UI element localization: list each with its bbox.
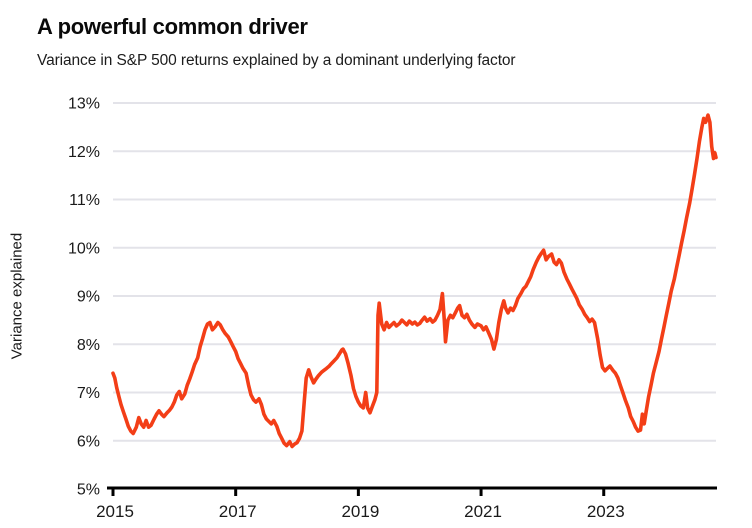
- y-tick-label: 13%: [68, 96, 100, 113]
- data-line: [111, 113, 718, 449]
- y-tick-label: 9%: [77, 289, 100, 306]
- y-tick-label: 8%: [77, 337, 100, 354]
- y-tick-label: 5%: [77, 482, 100, 499]
- chart-subtitle: Variance in S&P 500 returns explained by…: [37, 52, 516, 69]
- y-tick-label: 11%: [69, 192, 100, 209]
- y-tick-label: 12%: [68, 144, 100, 161]
- x-tick-label: 2015: [96, 502, 134, 521]
- x-tick-label: 2017: [219, 502, 257, 521]
- y-axis-title: Variance explained: [8, 232, 26, 360]
- x-tick-label: 2023: [587, 502, 625, 521]
- x-tick-label: 2019: [341, 502, 379, 521]
- x-tick-label: 2021: [464, 502, 502, 521]
- y-tick-label: 7%: [77, 385, 100, 402]
- y-tick-label: 6%: [77, 433, 100, 450]
- chart-title: A powerful common driver: [37, 14, 308, 39]
- y-tick-label: 10%: [68, 240, 100, 257]
